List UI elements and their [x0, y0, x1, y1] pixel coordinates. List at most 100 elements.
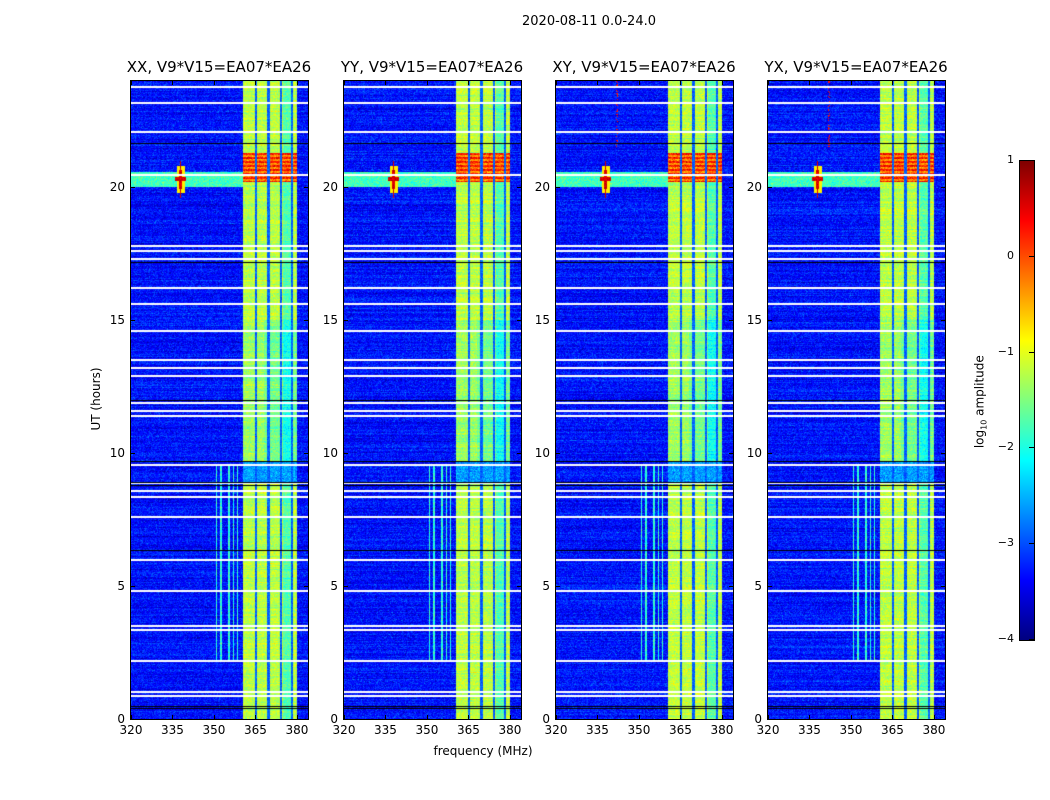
x-tick-mark — [850, 715, 852, 719]
y-tick-label: 5 — [754, 579, 762, 594]
x-tick-label: 365 — [457, 723, 480, 737]
x-tick-mark — [933, 81, 935, 85]
x-tick-label: 320 — [544, 723, 568, 737]
y-axis-label: UT (hours) — [89, 367, 103, 431]
x-tick-label: 320 — [119, 723, 143, 737]
y-tick-mark — [517, 453, 521, 455]
y-tick-label: 20 — [109, 180, 125, 195]
y-tick-label: 0 — [754, 712, 762, 726]
y-tick-mark — [768, 586, 772, 588]
waterfall-image — [344, 81, 521, 719]
x-tick-mark — [509, 715, 511, 719]
y-tick-label: 10 — [109, 446, 125, 461]
waterfall-panel-0 — [130, 80, 309, 720]
y-tick-mark — [344, 586, 348, 588]
y-tick-mark — [768, 320, 772, 322]
y-tick-mark — [344, 320, 348, 322]
y-tick-label: 20 — [322, 180, 338, 195]
x-tick-mark — [721, 81, 723, 85]
x-tick-mark — [768, 715, 769, 719]
colorbar-tick-mark — [1029, 160, 1034, 161]
y-tick-mark — [729, 320, 733, 322]
y-tick-mark — [517, 719, 521, 720]
x-tick-mark — [468, 81, 470, 85]
colorbar — [1019, 160, 1035, 641]
y-tick-mark — [556, 719, 560, 720]
y-tick-mark — [768, 187, 772, 189]
x-tick-mark — [426, 81, 428, 85]
figure-title: 2020-08-11 0.0-24.0 — [522, 14, 656, 29]
x-tick-mark — [597, 715, 599, 719]
y-tick-label: 0 — [117, 712, 125, 726]
x-tick-mark — [509, 81, 511, 85]
x-tick-mark — [809, 715, 811, 719]
y-tick-mark — [304, 453, 308, 455]
x-axis-label: frequency (MHz) — [433, 744, 533, 758]
panel-title: YY, V9*V15=EA07*EA26 — [340, 58, 524, 76]
panel-title: XY, V9*V15=EA07*EA26 — [552, 58, 736, 76]
colorbar-tick-label: −1 — [997, 344, 1014, 358]
x-tick-mark — [809, 81, 811, 85]
x-tick-mark — [131, 715, 132, 719]
x-tick-mark — [597, 81, 599, 85]
x-tick-mark — [680, 715, 682, 719]
x-tick-mark — [556, 81, 557, 85]
x-tick-mark — [255, 81, 257, 85]
colorbar-tick-mark — [1029, 447, 1034, 449]
x-tick-mark — [768, 81, 769, 85]
y-tick-label: 20 — [534, 180, 550, 195]
x-tick-label: 380 — [498, 723, 522, 737]
x-tick-mark — [385, 81, 387, 85]
panel-title: YX, V9*V15=EA07*EA26 — [764, 58, 948, 76]
x-tick-mark — [172, 81, 174, 85]
y-tick-mark — [556, 187, 560, 189]
y-tick-label: 15 — [534, 313, 550, 328]
x-tick-mark — [638, 81, 640, 85]
x-tick-label: 380 — [710, 723, 734, 737]
y-tick-mark — [941, 453, 945, 455]
y-tick-label: 0 — [330, 712, 338, 726]
y-tick-label: 0 — [542, 712, 550, 726]
colorbar-tick-label: −2 — [997, 440, 1014, 454]
y-tick-label: 10 — [746, 446, 762, 461]
waterfall-image — [556, 81, 733, 719]
x-tick-mark — [721, 715, 723, 719]
x-tick-label: 380 — [285, 723, 309, 737]
x-tick-mark — [680, 81, 682, 85]
y-tick-label: 5 — [117, 579, 125, 594]
y-tick-label: 15 — [746, 313, 762, 328]
y-tick-mark — [344, 719, 348, 720]
x-tick-label: 335 — [161, 723, 184, 737]
y-tick-mark — [304, 719, 308, 720]
x-tick-mark — [255, 715, 257, 719]
colorbar-tick-label: 0 — [1007, 248, 1014, 262]
y-tick-mark — [729, 187, 733, 189]
y-tick-mark — [517, 586, 521, 588]
x-tick-label: 350 — [202, 723, 226, 737]
y-tick-mark — [304, 586, 308, 588]
x-tick-label: 365 — [669, 723, 692, 737]
x-tick-label: 350 — [627, 723, 651, 737]
y-tick-label: 5 — [542, 579, 550, 594]
y-tick-mark — [941, 719, 945, 720]
y-tick-mark — [517, 187, 521, 189]
x-tick-mark — [638, 715, 640, 719]
y-tick-mark — [729, 719, 733, 720]
colorbar-tick-label: −3 — [997, 536, 1014, 550]
colorbar-tick-mark — [1029, 639, 1034, 640]
y-tick-mark — [131, 719, 135, 720]
y-tick-mark — [556, 586, 560, 588]
x-tick-label: 320 — [756, 723, 780, 737]
colorbar-label: log10 amplitude — [972, 355, 989, 449]
y-tick-mark — [304, 320, 308, 322]
x-tick-label: 350 — [415, 723, 439, 737]
y-tick-mark — [131, 586, 135, 588]
x-tick-mark — [213, 81, 215, 85]
x-tick-mark — [172, 715, 174, 719]
x-tick-mark — [850, 81, 852, 85]
x-tick-mark — [892, 81, 894, 85]
colorbar-tick-label: 1 — [1007, 153, 1014, 166]
x-tick-label: 335 — [586, 723, 609, 737]
y-tick-mark — [941, 187, 945, 189]
y-tick-mark — [517, 320, 521, 322]
